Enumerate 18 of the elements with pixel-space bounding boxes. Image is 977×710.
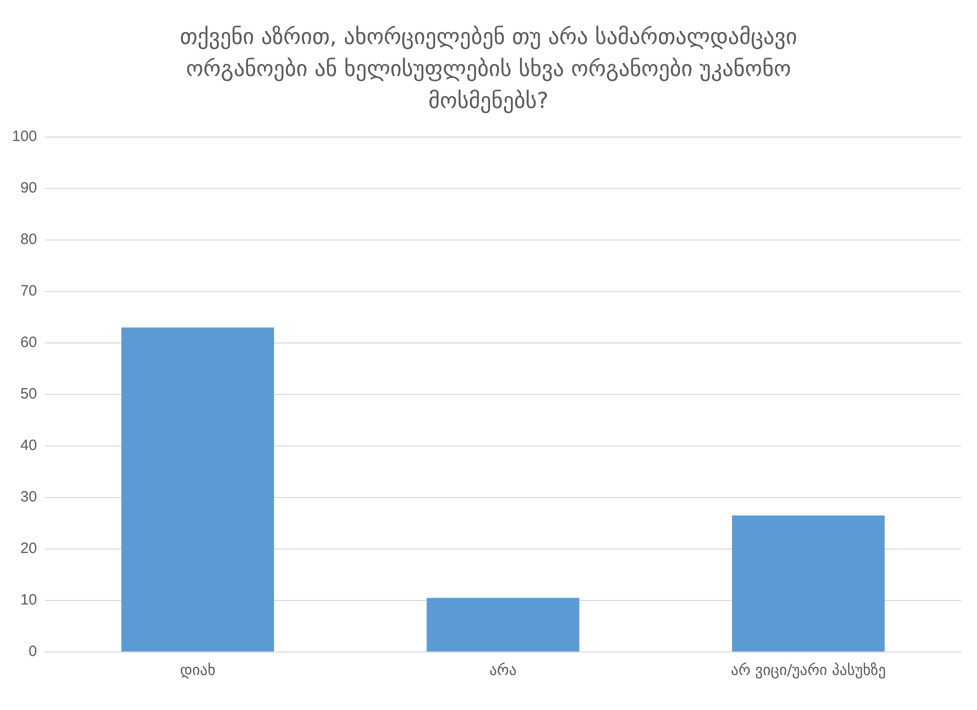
y-tick-label: 10: [20, 592, 38, 609]
bar: [732, 516, 885, 652]
y-tick-label: 20: [20, 540, 38, 558]
chart-title: თქვენი აზრით, ახორციელებენ თუ არა სამართალდამცავი ორგანოები ან ხელისუფლების სხვა ორგანოები უკანონო მოსმენებს?: [178, 24, 798, 116]
x-tick-label: არა: [489, 660, 517, 679]
y-tick-label: 90: [20, 180, 38, 197]
y-tick-label: 100: [12, 128, 38, 146]
x-tick-label: არ ვიცი/უარი პასუხზე: [730, 660, 886, 679]
bar: [426, 598, 580, 652]
bar: [121, 328, 274, 652]
y-tick-label: 40: [20, 437, 38, 454]
y-tick-label: 50: [20, 386, 38, 403]
x-tick-label: დიახ: [180, 660, 216, 679]
y-tick-label: 60: [20, 334, 38, 352]
y-tick-label: 80: [20, 231, 38, 248]
y-tick-label: 0: [28, 643, 38, 660]
y-tick-label: 70: [20, 282, 38, 300]
y-tick-label: 30: [20, 488, 38, 506]
